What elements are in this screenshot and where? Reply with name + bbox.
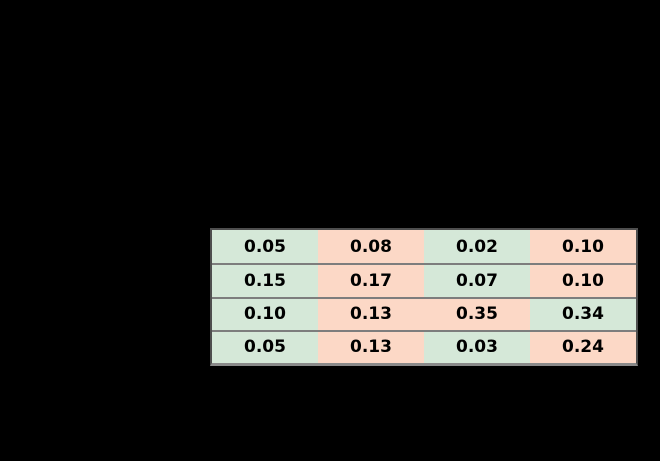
table-cell-r2c2: 0.35 [424, 296, 530, 330]
table-cell-r3c3: 0.24 [530, 329, 636, 363]
table-cell-r1c2: 0.07 [424, 263, 530, 297]
table-cell-r1c3: 0.10 [530, 263, 636, 297]
table-cell-r3c2: 0.03 [424, 329, 530, 363]
table-cell-r2c0: 0.10 [212, 296, 318, 330]
table-cell-r0c2: 0.02 [424, 230, 530, 264]
table-cell-r0c1: 0.08 [318, 230, 424, 264]
table-cell-r3c1: 0.13 [318, 329, 424, 363]
table-cell-r2c1: 0.13 [318, 296, 424, 330]
table-cell-r1c0: 0.15 [212, 263, 318, 297]
data-table: 0.05 0.08 0.02 0.10 0.15 0.17 0.07 0.10 … [210, 228, 638, 366]
table-cell-r0c3: 0.10 [530, 230, 636, 264]
table-cell-r0c0: 0.05 [212, 230, 318, 264]
table-cell-r1c1: 0.17 [318, 263, 424, 297]
table-cell-r3c0: 0.05 [212, 329, 318, 363]
table-cell-r2c3: 0.34 [530, 296, 636, 330]
